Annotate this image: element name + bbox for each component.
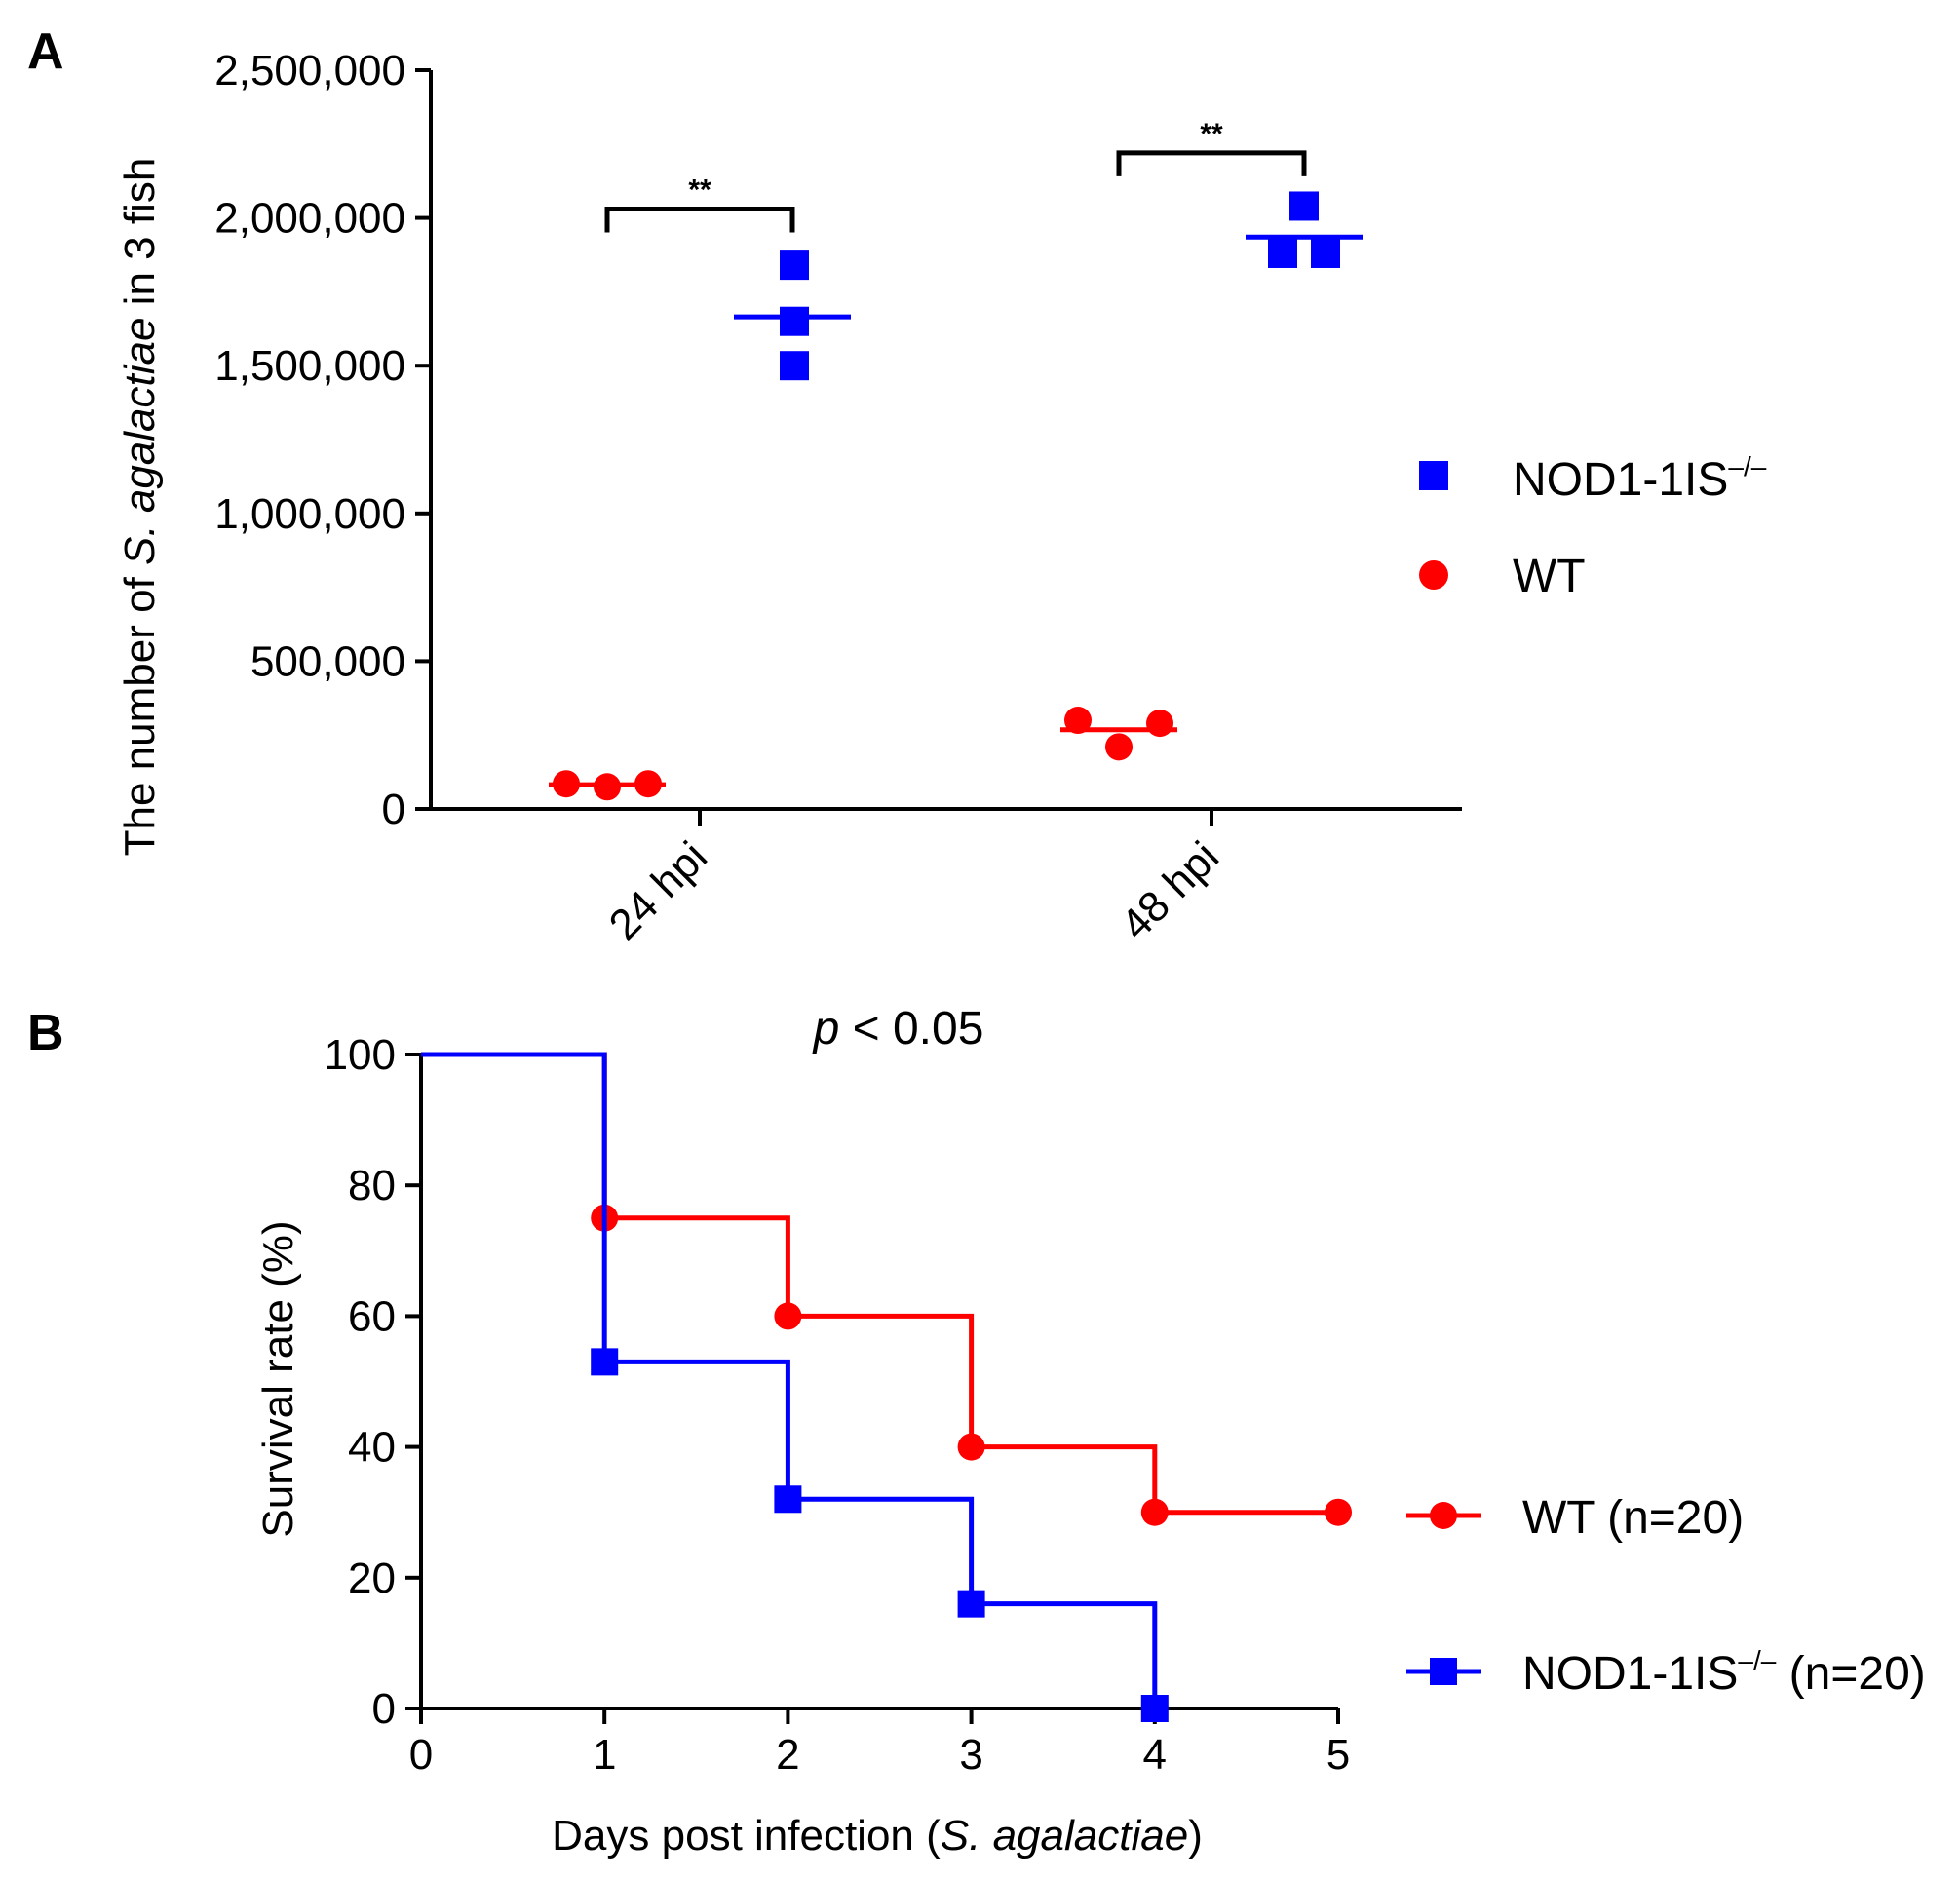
significance-label: **: [1200, 118, 1223, 150]
data-point-wt: [1105, 733, 1133, 761]
panel-b-legend: WT (n=20) NOD1-1IS–/– (n=20): [1406, 1492, 1926, 1700]
panel-a-legend: NOD1-1IS–/– WT: [1419, 451, 1767, 602]
panel-a: A The number of S. agalactiae in 3 fish …: [27, 23, 1767, 949]
legend-marker-nod1-b: [1430, 1658, 1457, 1685]
significance-bracket: [604, 207, 795, 233]
data-point-nod1: [1289, 191, 1319, 221]
panel-b-x-axis-title: Days post infection (S. agalactiae): [552, 1812, 1203, 1860]
legend-label-wt: WT: [1513, 551, 1586, 602]
panel-b-y-axis-title: Survival rate (%): [254, 1220, 302, 1537]
panel-b-axes: 0 20 40 60 80 100 0 1 2 3 4 5: [325, 1031, 1351, 1779]
x-tick-label: 48 hpi: [1112, 832, 1228, 948]
data-point-wt: [1146, 710, 1173, 738]
data-point-wt: [1064, 707, 1092, 735]
x-tick-label: 0: [409, 1731, 433, 1779]
data-point-nod1: [591, 1348, 619, 1376]
legend-label-wt-b: WT (n=20): [1522, 1492, 1744, 1544]
data-point-nod1: [1311, 238, 1340, 268]
x-tick-label: 2: [776, 1731, 799, 1779]
data-point-wt: [1325, 1498, 1352, 1526]
y-tick-label: 500,000: [250, 637, 405, 685]
y-tick-label: 40: [348, 1424, 396, 1472]
data-point-nod1: [1268, 238, 1297, 268]
data-point-wt: [1140, 1498, 1169, 1526]
y-tick-label: 60: [348, 1292, 396, 1340]
data-point-nod1: [780, 250, 809, 281]
significance-bracket: [1116, 150, 1307, 176]
significance-label: **: [688, 174, 711, 207]
survival-curve-nod1: [421, 1052, 1158, 1708]
x-tick-label: 4: [1143, 1731, 1167, 1779]
data-point-nod1: [1140, 1695, 1169, 1722]
data-point-nod1: [780, 306, 809, 336]
legend-label-nod1-b: NOD1-1IS–/– (n=20): [1522, 1645, 1926, 1700]
y-tick-label: 1,500,000: [214, 342, 405, 390]
x-tick-label: 5: [1326, 1731, 1350, 1779]
x-tick-label: 3: [959, 1731, 982, 1779]
panel-a-y-axis-title: The number of S. agalactiae in 3 fish: [116, 158, 164, 857]
legend-marker-nod1: [1419, 461, 1448, 490]
legend-marker-wt: [1419, 560, 1448, 590]
data-point-nod1: [957, 1590, 985, 1618]
x-tick-label: 1: [593, 1731, 616, 1779]
y-tick-label: 0: [382, 786, 405, 833]
y-tick-label: 0: [372, 1685, 396, 1733]
panel-a-letter: A: [27, 23, 64, 80]
survival-curve-wt: [421, 1052, 1338, 1516]
panel-b: B p < 0.05 Survival rate (%) Days post i…: [27, 1003, 1926, 1860]
y-tick-label: 1,000,000: [214, 490, 405, 538]
x-tick-label: 24 hpi: [600, 832, 716, 948]
panel-a-x-axis: 24 hpi 48 hpi: [431, 807, 1462, 949]
legend-marker-wt-b: [1430, 1502, 1457, 1529]
p-value-annotation: p < 0.05: [812, 1003, 984, 1055]
panel-b-plot-area: [421, 1052, 1352, 1722]
y-tick-label: 100: [325, 1031, 396, 1079]
panel-a-y-axis: 0 500,000 1,000,000 1,500,000 2,000,000 2,500…: [214, 47, 433, 833]
y-tick-label: 80: [348, 1162, 396, 1209]
y-tick-label: 20: [348, 1555, 396, 1602]
data-point-wt: [957, 1433, 985, 1461]
panel-b-letter: B: [27, 1005, 64, 1061]
y-tick-label: 2,500,000: [214, 47, 405, 95]
data-point-nod1: [774, 1485, 802, 1514]
y-tick-label: 2,000,000: [214, 195, 405, 243]
data-point-nod1: [780, 351, 809, 381]
data-point-wt: [774, 1302, 802, 1330]
legend-label-nod1: NOD1-1IS–/–: [1513, 451, 1767, 506]
panel-a-plot-area: ** **: [549, 118, 1363, 801]
